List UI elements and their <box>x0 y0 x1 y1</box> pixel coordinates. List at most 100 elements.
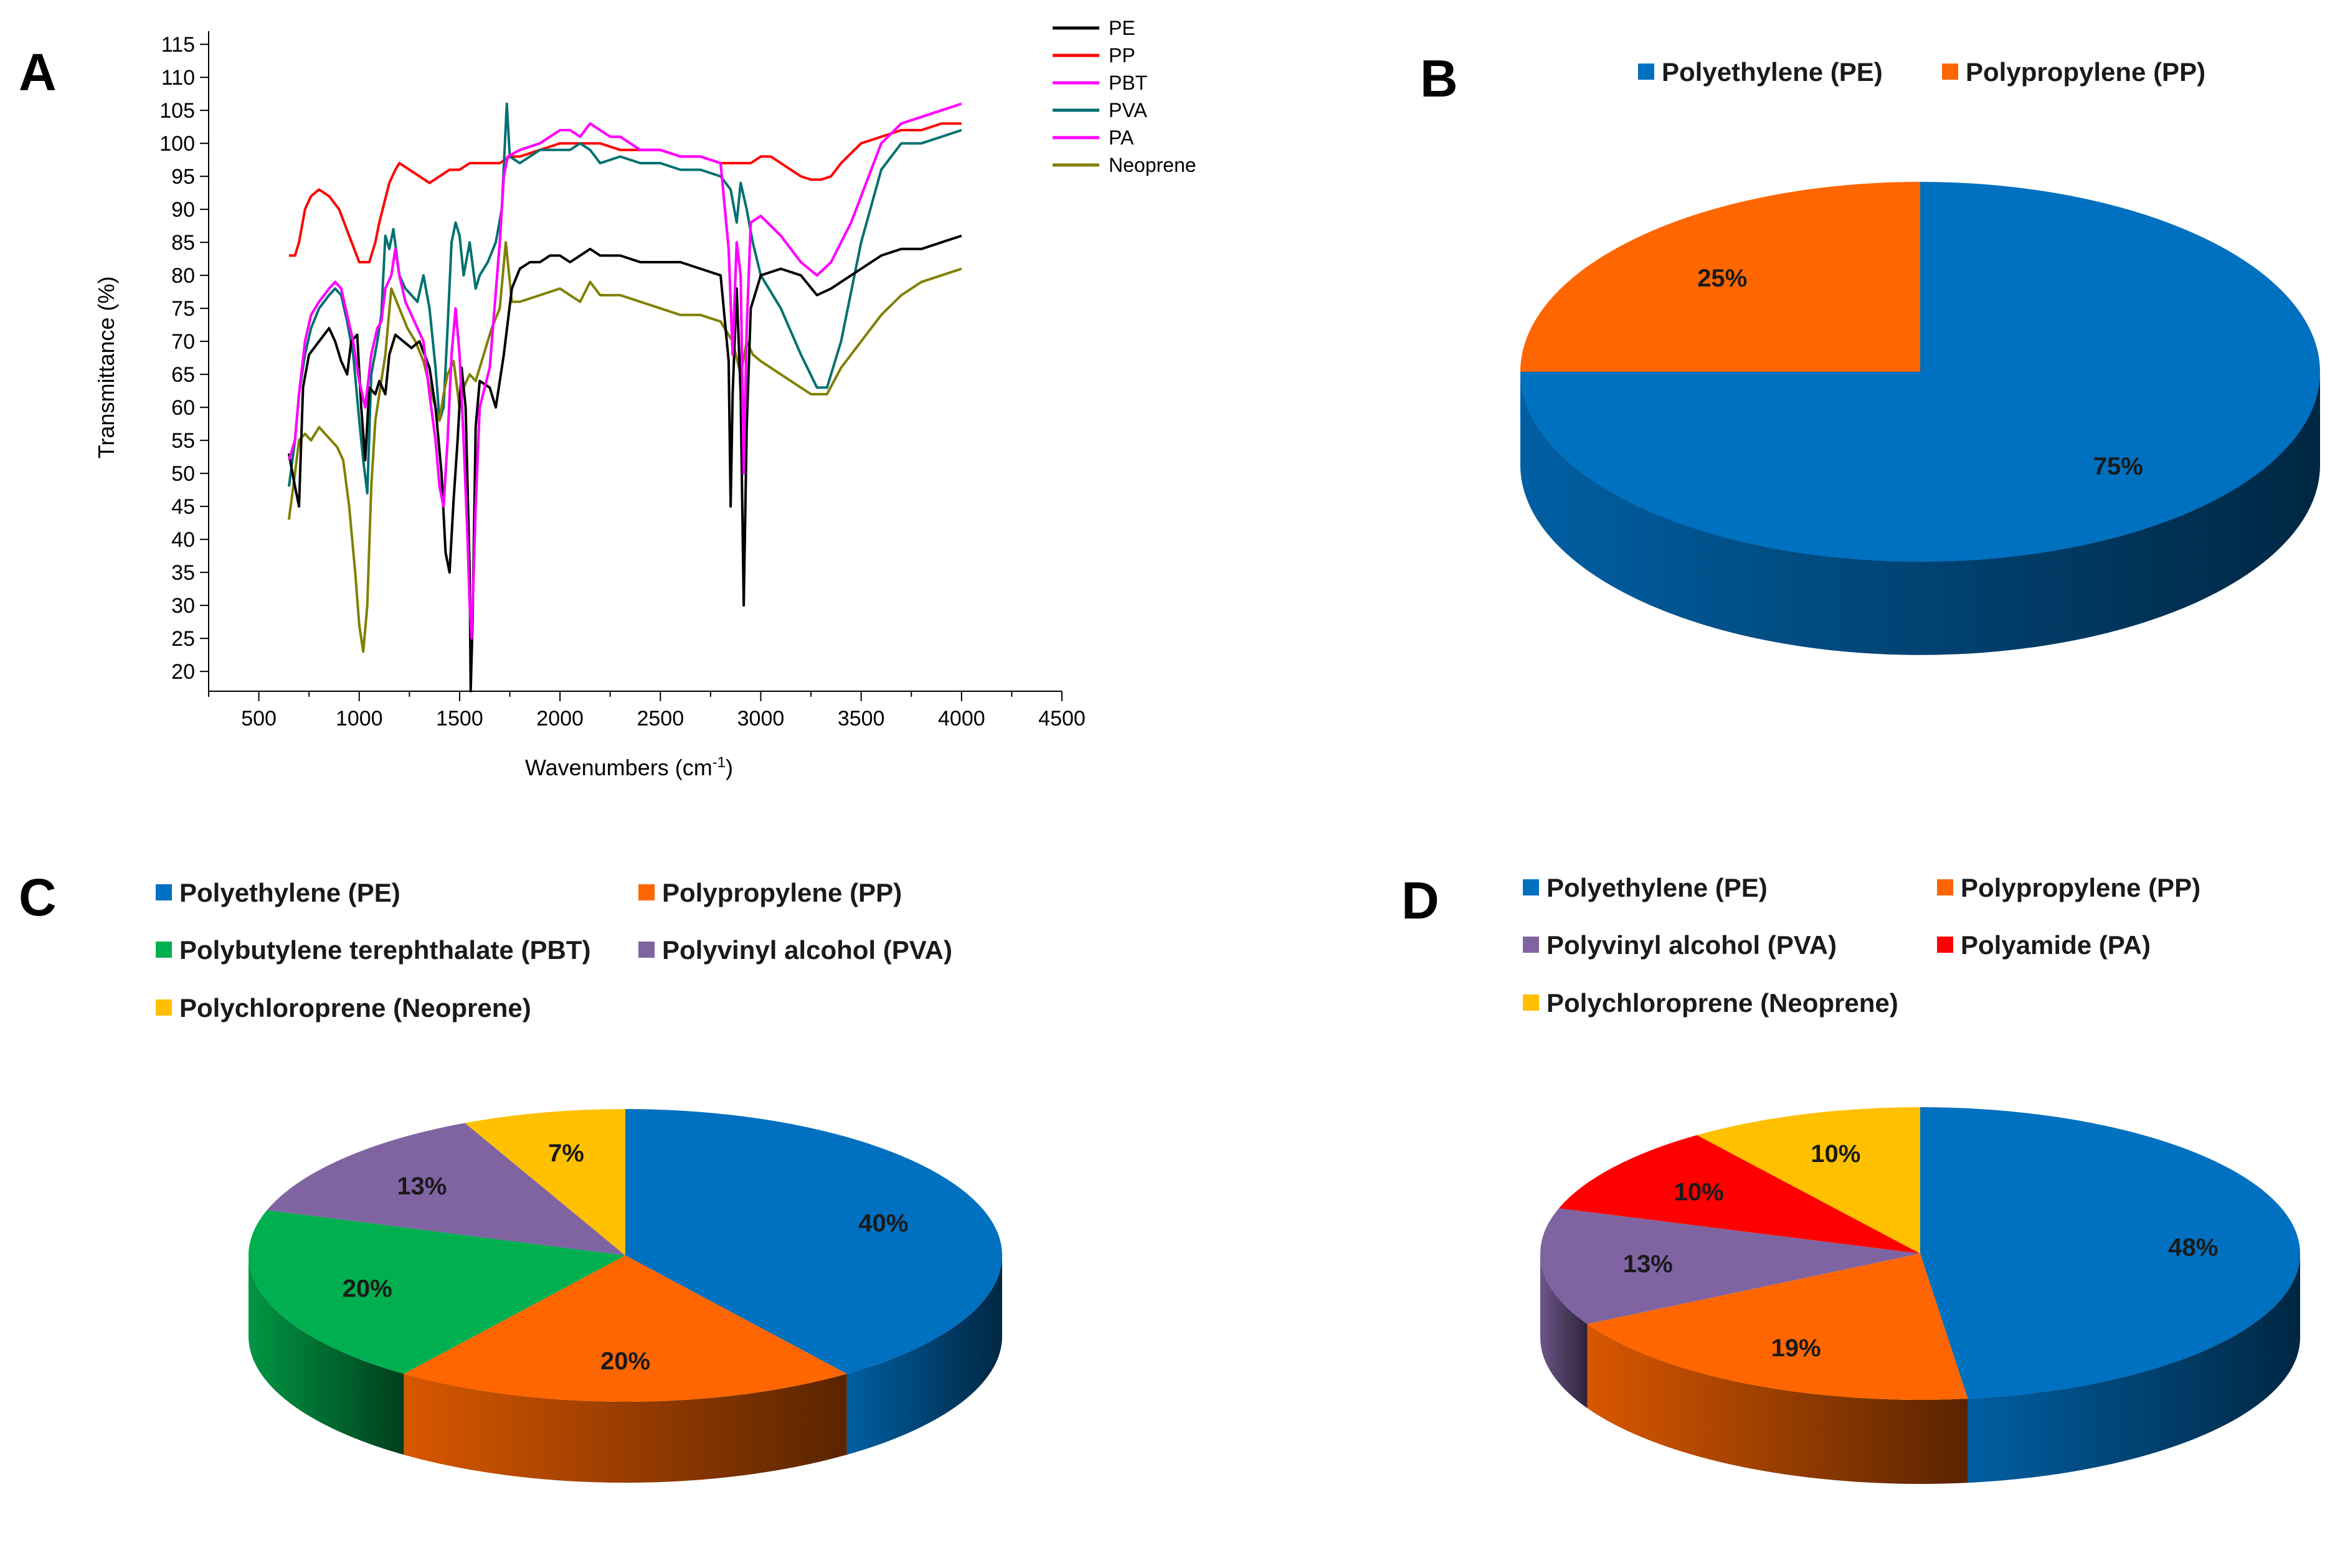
legend-swatch <box>638 942 655 958</box>
panel-letter-b: B <box>1420 49 1458 108</box>
legend-swatch <box>638 884 655 900</box>
legend-label: Polyvinyl alcohol (PVA) <box>1546 930 1837 960</box>
x-tick-label: 500 <box>241 707 277 730</box>
x-tick-label: 1000 <box>336 707 383 730</box>
pie-data-label: 75% <box>2093 453 2143 480</box>
legend-label: Polypropylene (PP) <box>1966 57 2205 87</box>
pie-side-1 <box>1520 372 2320 655</box>
y-tick-label: 45 <box>171 495 195 519</box>
y-tick-label: 95 <box>171 165 195 189</box>
pie-slice-3 <box>1540 1208 1920 1325</box>
legend-swatch <box>1937 937 1953 953</box>
pie-slice-2 <box>1520 182 1920 372</box>
y-tick-label: 65 <box>171 363 195 387</box>
legend-label: PVA <box>1109 99 1147 121</box>
y-tick-label: 90 <box>171 198 195 222</box>
pie-chart-c: 40% 20% 20% 13% 7% Polyethylene (PE) Polypropy… <box>156 878 1003 1483</box>
x-tick-label: 3500 <box>838 707 885 730</box>
y-tick-label: 110 <box>161 66 195 90</box>
pie-chart-d: 48% 19% 13% 10% 10% Polyethylene (PE) Polyprop… <box>1523 873 2301 1484</box>
pie-side-1 <box>846 1255 1002 1455</box>
legend-label: Polychloroprene (Neoprene) <box>1546 988 1898 1018</box>
pie-slice-4 <box>267 1123 625 1255</box>
legend-swatch <box>1937 879 1953 895</box>
legend-swatch <box>156 999 172 1016</box>
pie-data-label: 20% <box>600 1348 650 1375</box>
legend-swatch <box>1942 64 1958 80</box>
legend-label: PE <box>1109 17 1135 39</box>
y-tick-label: 105 <box>159 99 195 123</box>
pie-side-3 <box>1540 1254 1588 1409</box>
pie-data-label: 13% <box>397 1173 447 1200</box>
pie-side-2 <box>1587 1324 1968 1484</box>
x-tick-label: 4500 <box>1038 707 1086 730</box>
y-axis-label: Transmittance (%) <box>93 276 119 459</box>
y-tick-label: 55 <box>171 429 195 453</box>
x-tick-label: 1500 <box>436 707 483 730</box>
legend-label: PBT <box>1109 72 1147 94</box>
y-tick-label: 20 <box>171 660 195 684</box>
legend-label: Polyethylene (PE) <box>1662 57 1883 87</box>
legend-swatch <box>1638 64 1654 80</box>
pie-data-label: 13% <box>1623 1250 1673 1278</box>
legend-label: Polypropylene (PP) <box>662 878 902 907</box>
pie-data-label: 7% <box>548 1140 584 1167</box>
pie-side-2 <box>404 1374 847 1483</box>
legend-label: Polybutylene terephthalate (PBT) <box>179 935 590 965</box>
y-tick-label: 85 <box>171 231 195 255</box>
pie-slice-5 <box>465 1108 625 1255</box>
pie-slice-2 <box>1587 1254 1968 1400</box>
panel-letter-c: C <box>19 868 57 927</box>
axes: 20 25 30 35 40 45 50 55 60 65 70 75 80 85 90 95 100 105 11… <box>159 31 1086 730</box>
y-tick-label: 60 <box>171 396 195 420</box>
legend-label: Polyvinyl alcohol (PVA) <box>662 935 952 965</box>
pie-slice-1 <box>1920 1107 2301 1399</box>
series-line-pe <box>287 234 962 692</box>
spectrum-chart: 20 25 30 35 40 45 50 55 60 65 70 75 80 85 90 95 100 105 11… <box>93 17 1196 780</box>
series-line-pva <box>287 102 962 494</box>
pie-data-label: 48% <box>2168 1234 2218 1261</box>
y-tick-label: 80 <box>171 264 195 288</box>
pie-slice-2 <box>404 1255 847 1402</box>
legend-label: Polyethylene (PE) <box>179 878 400 907</box>
pie-slice-4 <box>1558 1135 1920 1254</box>
pie-data-label: 40% <box>858 1210 908 1237</box>
legend-swatch <box>1523 879 1539 895</box>
y-tick-label: 115 <box>161 33 195 57</box>
legend-swatch <box>1523 937 1539 953</box>
legend-label: Neoprene <box>1109 154 1196 176</box>
y-tick-label: 75 <box>171 297 195 321</box>
pie-data-label: 19% <box>1771 1334 1821 1362</box>
legend-label: Polyethylene (PE) <box>1546 873 1768 902</box>
y-tick-label: 25 <box>171 627 195 651</box>
pie-side-3 <box>249 1255 404 1455</box>
y-tick-label: 50 <box>171 462 195 486</box>
legend-swatch <box>156 884 172 900</box>
pie-chart-b: 75% 25% Polyethylene (PE) Polypropylene (PP… <box>1520 57 2320 655</box>
pie-slice-3 <box>248 1210 625 1374</box>
x-axis-label: Wavenumbers (cm-1) <box>525 754 733 781</box>
pie-data-label: 25% <box>1697 265 1747 292</box>
y-tick-label: 30 <box>171 594 195 618</box>
legend: PE PP PBT PVA PA Neoprene <box>1053 17 1196 176</box>
pie-side-1 <box>1968 1254 2300 1483</box>
pie-slice-1 <box>625 1109 1003 1374</box>
panel-letter-d: D <box>1401 871 1439 930</box>
x-tick-label: 3000 <box>737 707 785 730</box>
x-tick-label: 2000 <box>536 707 584 730</box>
legend-label: Polychloroprene (Neoprene) <box>179 993 531 1023</box>
series-line-pa <box>287 102 962 640</box>
legend-swatch <box>156 942 172 958</box>
y-tick-label: 40 <box>171 528 195 552</box>
y-tick-label: 70 <box>171 330 195 354</box>
legend-swatch <box>1523 994 1539 1011</box>
pie-data-label: 20% <box>343 1275 392 1302</box>
legend-label: Polypropylene (PP) <box>1961 873 2200 902</box>
series-line-neoprene <box>287 241 962 653</box>
x-tick-label: 4000 <box>938 707 985 730</box>
legend-label: Polyamide (PA) <box>1961 930 2151 960</box>
series-line-pp <box>288 122 962 263</box>
pie-slice-5 <box>1697 1107 1920 1254</box>
panel-letter-a: A <box>19 43 57 102</box>
